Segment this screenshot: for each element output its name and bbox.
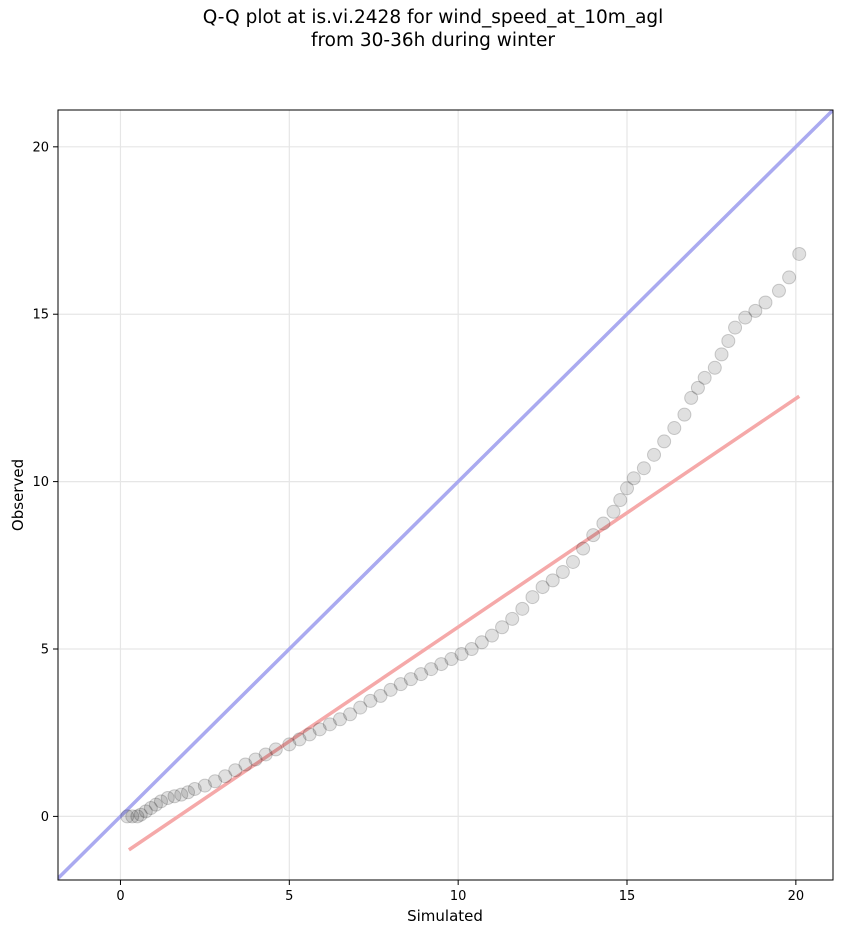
quantile-point: [707, 360, 722, 375]
quantile-point: [353, 700, 368, 715]
quantile-point: [248, 752, 263, 767]
title-line-1: Q-Q plot at is.vi.2428 for wind_speed_at…: [202, 7, 664, 28]
quantile-point: [302, 727, 317, 742]
y-tick-label: 15: [32, 308, 49, 323]
quantile-point: [434, 657, 449, 672]
quantile-point: [133, 807, 148, 822]
quantile-point: [187, 781, 202, 796]
quantile-point: [125, 809, 140, 824]
quantile-point: [474, 635, 489, 650]
quantile-point: [576, 541, 591, 556]
quantile-point: [586, 528, 601, 543]
quantile-point: [332, 712, 347, 727]
quantile-point: [424, 662, 439, 677]
x-tick-label: 15: [619, 889, 636, 904]
quantile-point: [505, 611, 520, 626]
quantile-point: [181, 785, 196, 800]
quantile-point: [728, 320, 743, 335]
quantile-point: [258, 747, 273, 762]
quantile-point: [343, 707, 358, 722]
quantile-point: [792, 246, 807, 261]
quantile-point: [495, 620, 510, 635]
quantile-point: [565, 554, 580, 569]
quantile-point: [613, 493, 628, 508]
quantile-point: [782, 270, 797, 285]
title-line-2: from 30-36h during winter: [310, 30, 556, 51]
y-tick-label: 0: [41, 810, 49, 825]
quantile-point: [393, 677, 408, 692]
quantile-point: [690, 380, 705, 395]
axes-frame: [57, 109, 834, 881]
quantile-point: [312, 722, 327, 737]
quantile-point: [383, 682, 398, 697]
quantile-point: [208, 774, 223, 789]
quantile-point: [667, 421, 682, 436]
x-tick-label: 5: [285, 889, 293, 904]
quantile-point: [626, 471, 641, 486]
quantile-point: [454, 647, 469, 662]
quantile-point: [138, 804, 153, 819]
quantile-point: [535, 580, 550, 595]
quantile-point: [515, 601, 530, 616]
quantile-point: [292, 732, 307, 747]
quantile-point: [148, 797, 163, 812]
quantile-point: [596, 516, 611, 531]
quantile-point: [282, 737, 297, 752]
quantile-point: [738, 310, 753, 325]
quantile-point: [363, 693, 378, 708]
quantile-point: [197, 778, 212, 793]
quantile-point: [160, 790, 175, 805]
quantile-point: [174, 787, 189, 802]
quantile-point: [677, 407, 692, 422]
quantile-point: [143, 801, 158, 816]
y-axis-label: Observed: [9, 459, 27, 531]
quantile-point: [130, 809, 145, 824]
quantile-point: [373, 688, 388, 703]
quantile-point: [758, 295, 773, 310]
quantile-point: [771, 283, 786, 298]
quantile-point: [238, 757, 253, 772]
plot-area: [58, 110, 833, 880]
quantile-point: [697, 370, 712, 385]
ticks: 0 5 10 15 20 0 5 10 15 20: [32, 140, 804, 904]
quantile-point: [167, 789, 182, 804]
quantile-point: [684, 390, 699, 405]
quantile-point: [636, 461, 651, 476]
quantile-point: [218, 769, 233, 784]
quantile-point: [228, 763, 243, 778]
quantile-point: [403, 672, 418, 687]
fit-line: [127, 394, 801, 852]
y-tick-label: 5: [41, 643, 49, 658]
quantile-point: [555, 565, 570, 579]
quantile-point: [721, 334, 736, 348]
x-tick-label: 20: [788, 889, 805, 904]
quantile-point: [268, 742, 283, 757]
quantile-point: [153, 794, 168, 809]
quantile-point: [120, 809, 135, 824]
quantile-point: [464, 642, 479, 656]
quantile-point: [525, 590, 540, 605]
quantile-point: [322, 717, 337, 732]
quantile-point: [657, 434, 672, 449]
quantile-point: [444, 652, 459, 667]
quantile-point: [484, 628, 499, 643]
figure-title: Q-Q plot at is.vi.2428 for wind_speed_at…: [0, 6, 843, 52]
x-tick-label: 10: [450, 889, 467, 904]
quantile-point: [545, 573, 560, 588]
x-axis-label: Simulated: [407, 907, 483, 925]
quantile-point: [647, 447, 662, 462]
identity-line: [58, 110, 833, 880]
y-tick-label: 10: [32, 475, 49, 490]
y-tick-label: 20: [32, 140, 49, 155]
quantile-point: [748, 303, 763, 318]
x-tick-label: 0: [116, 889, 124, 904]
grid: [58, 110, 833, 880]
quantile-point: [620, 481, 635, 496]
quantile-point: [714, 347, 729, 362]
quantile-point: [414, 667, 429, 682]
quantile-point: [606, 504, 621, 519]
